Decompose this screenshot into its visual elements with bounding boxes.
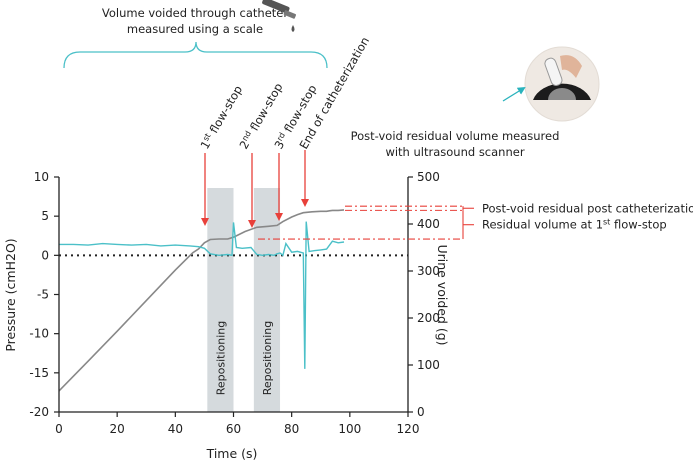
event-label-sup: st <box>201 132 212 143</box>
y-left-tick-label: 5 <box>41 209 49 223</box>
y-right-tick-label: 0 <box>417 405 425 419</box>
x-axis-title: Time (s) <box>206 446 258 461</box>
event-label-sup: nd <box>240 129 253 142</box>
ultrasound-annotation-line1: Post-void residual volume measured <box>351 129 560 143</box>
label-residual-sup: st <box>603 218 610 227</box>
series-line-urine-voided <box>58 209 345 392</box>
y-right-tick-label: 400 <box>417 217 440 231</box>
x-tick-label: 80 <box>284 422 299 436</box>
y-axis-left-title: Pressure (cmH2O) <box>3 238 18 351</box>
label-post-void-residual-post-catheterization: Post-void residual post catheterization <box>482 201 693 215</box>
top-annotation-line2: measured using a scale <box>127 22 263 36</box>
repositioning-label-2: Repositioning <box>261 321 274 396</box>
repositioning-region-1 <box>207 188 234 412</box>
label-residual-prefix: Residual volume at 1 <box>482 218 603 232</box>
ultrasound-scanner-image <box>524 46 600 122</box>
y-left-tick-label: -5 <box>37 288 49 302</box>
repositioning-regions: Repositioning Repositioning <box>207 188 281 412</box>
ultrasound-annotation-line2: with ultrasound scanner <box>385 145 524 159</box>
x-tick-label: 40 <box>168 422 183 436</box>
event-label-sup: rd <box>275 131 287 143</box>
event-label-rest: flow-stop <box>205 83 245 139</box>
y-right-tick-label: 300 <box>417 264 440 278</box>
x-tick-label: 100 <box>338 422 361 436</box>
repositioning-label-1: Repositioning <box>214 321 227 396</box>
series-line-pressure <box>59 221 345 369</box>
y-right-tick-label: 200 <box>417 311 440 325</box>
x-tick-label: 20 <box>110 422 125 436</box>
x-tick-label: 60 <box>226 422 241 436</box>
y-right-tick-label: 500 <box>417 170 440 184</box>
y-left-tick-label: 10 <box>34 170 49 184</box>
x-tick-label: 0 <box>55 422 63 436</box>
y-left-tick-label: -20 <box>29 405 49 419</box>
label-residual-suffix: flow-stop <box>610 218 666 232</box>
axes: 0 20 40 60 80 100 120-20-15-10-505100100200300… <box>29 170 440 436</box>
residual-levels <box>258 205 474 240</box>
ultrasound-pointer-arrow <box>502 86 526 102</box>
brace-catheter-period <box>63 41 328 69</box>
y-left-tick-label: 0 <box>41 248 49 262</box>
event-label-rest: flow-stop <box>245 81 285 137</box>
y-axis-right-title: Urine voided (g) <box>435 244 450 345</box>
y-left-tick-label: -15 <box>29 366 49 380</box>
y-right-tick-label: 100 <box>417 358 440 372</box>
y-left-tick-label: -10 <box>29 327 49 341</box>
top-annotation-line1: Volume voided through catheter <box>102 6 288 20</box>
catheter-drip-icon <box>262 0 297 32</box>
label-residual-volume-first-flow-stop: Residual volume at 1st flow-stop <box>482 218 667 232</box>
x-tick-label: 120 <box>397 422 420 436</box>
